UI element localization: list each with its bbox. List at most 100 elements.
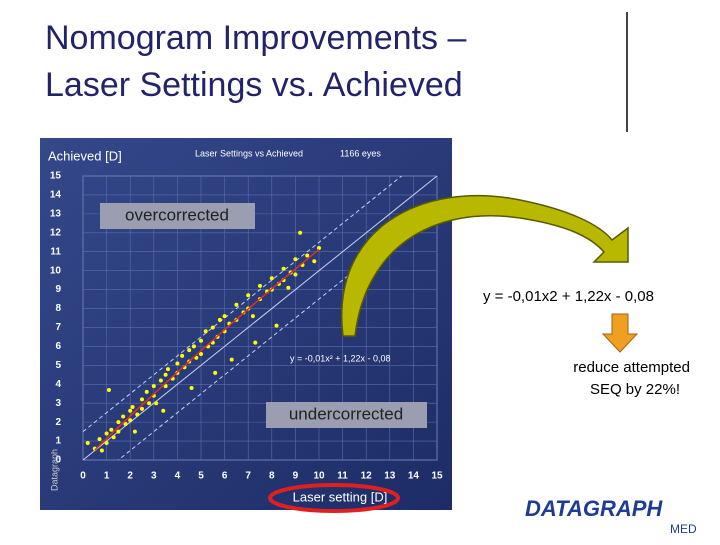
- point: [253, 340, 258, 345]
- point: [281, 266, 286, 271]
- point: [222, 314, 227, 319]
- point: [187, 348, 192, 353]
- chart-credit: Datagraph: [49, 449, 59, 491]
- x-tick-label: 2: [127, 471, 133, 482]
- fit-curve: [94, 248, 320, 451]
- point: [104, 440, 109, 445]
- point: [106, 387, 111, 392]
- point: [147, 401, 152, 406]
- y-tick-label: 10: [50, 265, 62, 276]
- chart-background: [40, 138, 452, 510]
- point: [246, 293, 251, 298]
- x-tick-label: 4: [175, 471, 181, 482]
- y-tick-label: 4: [55, 379, 61, 390]
- point: [161, 408, 166, 413]
- annotation-box: [100, 203, 255, 229]
- reference-line: [83, 176, 437, 460]
- y-axis-label: Achieved [D]: [48, 148, 122, 163]
- y-tick-label: 8: [55, 303, 61, 314]
- point: [132, 429, 137, 434]
- y-tick-label: 15: [50, 171, 62, 182]
- x-tick-label: 1: [104, 471, 110, 482]
- point: [199, 351, 203, 356]
- y-tick-label: 5: [55, 360, 61, 371]
- y-tick-label: 1: [55, 436, 61, 447]
- x-tick-label: 0: [80, 471, 86, 482]
- point: [140, 406, 144, 411]
- y-tick-label: 3: [55, 398, 61, 409]
- point: [189, 386, 194, 391]
- point: [312, 259, 317, 264]
- x-tick-label: 9: [293, 471, 299, 482]
- point: [158, 378, 163, 383]
- point: [210, 325, 215, 330]
- x-tick-label: 7: [245, 471, 251, 482]
- x-tick-label: 14: [408, 471, 420, 482]
- point: [121, 414, 126, 419]
- point: [128, 418, 133, 423]
- point: [85, 440, 90, 445]
- note: SEQ by 22%!: [590, 381, 680, 398]
- annotation-box: [266, 402, 427, 428]
- point: [154, 401, 159, 406]
- x-tick-label: 13: [384, 471, 396, 482]
- y-tick-label: 12: [50, 227, 62, 238]
- x-tick-label: 5: [198, 471, 204, 482]
- y-tick-label: 0: [55, 455, 61, 466]
- point: [274, 323, 279, 328]
- y-tick-label: 14: [50, 190, 62, 201]
- point: [128, 408, 133, 413]
- point: [213, 370, 218, 375]
- arrow: [341, 195, 629, 337]
- logo: DATAGRAPH: [525, 496, 663, 521]
- point: [269, 276, 274, 281]
- y-tick-label: 2: [55, 417, 61, 428]
- chart-subtitle: 1166 eyes: [340, 148, 381, 158]
- point: [123, 422, 128, 427]
- point: [250, 314, 255, 319]
- slide-title: Laser Settings vs. Achieved: [45, 66, 463, 104]
- note: reduce attempted: [573, 359, 690, 376]
- x-axis-label: Laser setting [D]: [293, 489, 388, 504]
- point: [234, 302, 239, 307]
- annotation: undercorrected: [289, 404, 403, 423]
- y-tick-label: 11: [50, 246, 61, 257]
- chart-title: Laser Settings vs Achieved: [195, 148, 303, 158]
- y-tick-label: 13: [50, 209, 62, 220]
- y-tick-label: 7: [55, 322, 61, 333]
- fit-label: y = -0,01x² + 1,22x - 0,08: [290, 353, 391, 363]
- x-tick-label: 6: [222, 471, 228, 482]
- point: [191, 344, 196, 349]
- point: [229, 357, 234, 362]
- point: [99, 448, 104, 453]
- logo-sub: MED: [670, 522, 697, 536]
- point: [163, 384, 168, 389]
- reference-band: [83, 176, 403, 432]
- point: [199, 338, 203, 343]
- point: [116, 420, 121, 425]
- point: [140, 397, 144, 402]
- slide-title: Nomogram Improvements –: [45, 19, 466, 57]
- point: [180, 353, 185, 358]
- highlight-ellipse: [268, 483, 400, 513]
- x-tick-label: 10: [313, 471, 325, 482]
- x-tick-label: 11: [337, 471, 348, 482]
- point: [163, 372, 168, 377]
- point: [175, 361, 180, 366]
- point: [258, 283, 262, 288]
- x-tick-label: 12: [361, 471, 373, 482]
- y-tick-label: 9: [55, 284, 61, 295]
- point: [305, 253, 310, 258]
- point: [151, 384, 156, 389]
- point: [298, 230, 303, 235]
- point: [217, 317, 222, 322]
- point: [111, 435, 116, 440]
- x-tick-label: 3: [151, 471, 157, 482]
- x-tick-label: 8: [269, 471, 275, 482]
- x-tick-label: 15: [431, 471, 443, 482]
- point: [165, 367, 170, 372]
- down-arrow: [601, 313, 639, 353]
- point: [109, 427, 114, 432]
- point: [97, 437, 102, 442]
